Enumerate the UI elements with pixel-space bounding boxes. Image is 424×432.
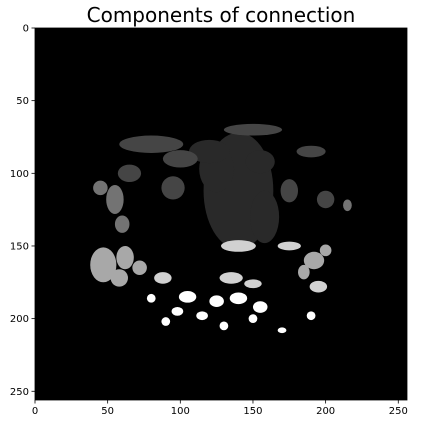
component-2-region-0 bbox=[106, 184, 124, 214]
component-4-region-4 bbox=[244, 279, 262, 289]
x-tick-label: 250 bbox=[389, 406, 408, 417]
y-axis: 0 50 100 150 200 250 bbox=[10, 24, 35, 398]
component-4-region-0 bbox=[221, 240, 256, 252]
y-tick-label: 250 bbox=[10, 387, 29, 398]
component-5-region-7 bbox=[146, 293, 156, 303]
component-2-region-2 bbox=[93, 180, 108, 196]
component-2-region-1 bbox=[114, 215, 130, 233]
component-3-region-1 bbox=[116, 245, 134, 270]
component-3-region-6 bbox=[319, 244, 332, 257]
component-3-region-0 bbox=[90, 247, 117, 283]
component-5-region-6 bbox=[161, 317, 171, 326]
component-5-region-10 bbox=[219, 321, 229, 331]
x-tick-label: 150 bbox=[243, 406, 262, 417]
chart-title: Components of connection bbox=[87, 3, 356, 27]
component-3-region-3 bbox=[132, 260, 147, 276]
x-tick-label: 0 bbox=[32, 406, 38, 417]
component-3-region-5 bbox=[298, 264, 310, 280]
component-1-region-3 bbox=[117, 164, 142, 183]
component-5-region-4 bbox=[171, 307, 184, 316]
x-tick-label: 100 bbox=[171, 406, 190, 417]
component-4-region-5 bbox=[309, 280, 328, 293]
component-0 bbox=[189, 132, 280, 249]
plot-frame bbox=[34, 27, 408, 401]
component-1-region-4 bbox=[161, 176, 185, 200]
component-1-region-2 bbox=[162, 150, 198, 168]
component-3-region-4 bbox=[303, 251, 325, 270]
component-5-region-3 bbox=[252, 301, 268, 313]
y-tick-label: 0 bbox=[23, 24, 29, 35]
component-3-region-2 bbox=[110, 269, 128, 287]
component-1-region-1 bbox=[223, 123, 283, 136]
x-axis: 0 50 100 150 200 250 bbox=[32, 400, 408, 417]
component-2-region-3 bbox=[343, 199, 352, 212]
component-2 bbox=[93, 180, 352, 233]
component-4-region-2 bbox=[154, 272, 172, 284]
component-1-region-7 bbox=[316, 190, 335, 209]
component-0-region-3 bbox=[189, 139, 230, 164]
component-1 bbox=[117, 123, 335, 209]
y-tick-label: 50 bbox=[16, 96, 29, 107]
component-layer bbox=[90, 123, 352, 334]
component-4 bbox=[154, 240, 328, 293]
component-5-region-1 bbox=[209, 295, 224, 307]
component-1-region-0 bbox=[119, 135, 184, 153]
component-3 bbox=[90, 244, 332, 287]
component-5-region-5 bbox=[196, 311, 208, 321]
component-5-region-2 bbox=[229, 292, 248, 305]
plot-area bbox=[34, 27, 408, 401]
component-0-region-2 bbox=[250, 190, 280, 244]
x-tick-label: 50 bbox=[101, 406, 114, 417]
component-4-region-1 bbox=[277, 241, 301, 251]
component-0-region-4 bbox=[245, 150, 275, 174]
y-tick-label: 150 bbox=[10, 241, 29, 252]
component-5 bbox=[146, 291, 316, 334]
component-1-region-5 bbox=[296, 145, 326, 158]
component-5-region-0 bbox=[178, 291, 197, 303]
x-tick-label: 200 bbox=[316, 406, 335, 417]
y-tick-label: 200 bbox=[10, 314, 29, 325]
component-5-region-9 bbox=[277, 327, 287, 334]
component-5-region-11 bbox=[248, 314, 258, 323]
component-5-region-8 bbox=[306, 311, 316, 321]
component-1-region-6 bbox=[280, 179, 299, 203]
component-4-region-3 bbox=[219, 272, 243, 284]
y-tick-label: 100 bbox=[10, 169, 29, 180]
